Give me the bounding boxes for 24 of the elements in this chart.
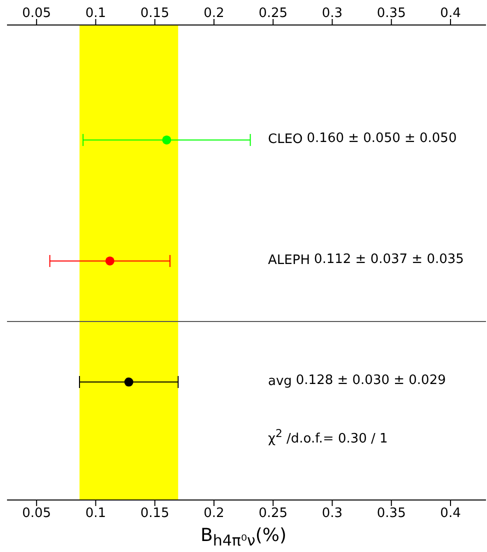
x2-tick-label: 0.2	[204, 506, 224, 522]
annotation: 0.160 ± 0.050 ± 0.050	[306, 130, 457, 146]
x-tick-label: 0.35	[376, 6, 406, 21]
x-tick-label: 0.15	[140, 6, 170, 21]
annotation: χ$^{2}$ /d.o.f.= 0.30 / 1	[268, 427, 388, 447]
annotation: 0.128 ± 0.030 ± 0.029	[296, 373, 446, 388]
x-tick-label: 0.3	[322, 6, 343, 21]
annotation: 0.112 ± 0.037 ± 0.035	[314, 252, 464, 267]
x2-tick-label: 0.25	[258, 506, 288, 522]
x2-tick-label: 0.3	[322, 506, 343, 522]
x2-tick-label: 0.4	[440, 506, 461, 522]
x-tick-label: 0.4	[440, 6, 461, 21]
y-tick-label: ALEPH	[268, 252, 310, 270]
x-axis-title: B$_{h4π⁰ν}$(%)	[200, 525, 288, 550]
x2-tick-label: 0.05	[22, 506, 52, 522]
x-tick-label: 0.1	[85, 6, 106, 21]
x-tick-label: 0.2	[204, 6, 224, 21]
y-tick-label: avg	[268, 373, 292, 391]
x-tick-label: 0.25	[258, 6, 288, 21]
x-tick-label: 0.05	[22, 6, 52, 21]
x2-tick-label: 0.35	[376, 506, 406, 522]
x2-tick-label: 0.1	[85, 506, 106, 522]
x2-tick-label: 0.15	[140, 506, 170, 522]
y-tick-label: CLEO	[268, 130, 303, 149]
